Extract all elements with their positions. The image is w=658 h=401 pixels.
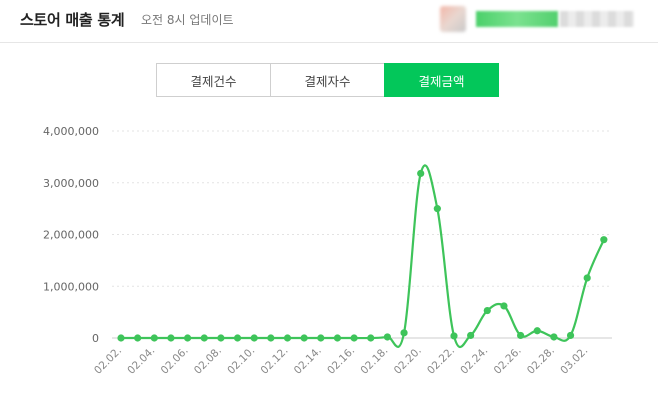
data-point[interactable] bbox=[167, 334, 175, 342]
chart-x-axis: 02.02. 02.04. 02.06. 02.08. 02.10. 02.12. 02.1… bbox=[92, 345, 590, 377]
data-point[interactable] bbox=[500, 302, 508, 310]
x-tick-label: 03.02. bbox=[558, 345, 590, 377]
x-tick-label: 02.20. bbox=[392, 345, 424, 377]
x-tick-label: 02.24. bbox=[458, 345, 490, 377]
x-tick-label: 02.26. bbox=[492, 345, 524, 377]
data-point[interactable] bbox=[450, 332, 458, 340]
tab-payment-amount[interactable]: 결제금액 bbox=[384, 63, 499, 97]
data-point[interactable] bbox=[200, 334, 208, 342]
data-point[interactable] bbox=[350, 334, 358, 342]
data-point[interactable] bbox=[433, 205, 441, 213]
x-tick-label: 02.02. bbox=[92, 345, 124, 377]
store-name-blurred[interactable] bbox=[476, 11, 558, 27]
tab-payment-count[interactable]: 결제건수 bbox=[156, 63, 271, 97]
x-tick-label: 02.10. bbox=[225, 345, 257, 377]
page-header: 스토어 매출 통계 오전 8시 업데이트 bbox=[0, 0, 658, 43]
data-point[interactable] bbox=[250, 334, 258, 342]
store-avatar[interactable] bbox=[440, 6, 466, 32]
data-point[interactable] bbox=[417, 169, 425, 178]
data-point[interactable] bbox=[233, 334, 242, 342]
data-point[interactable] bbox=[583, 274, 591, 282]
data-point[interactable] bbox=[483, 306, 491, 315]
tab-payer-count[interactable]: 결제자수 bbox=[270, 63, 385, 97]
chart-y-axis: 0 1,000,000 2,000,000 3,000,000 4,000,000 bbox=[43, 125, 99, 345]
update-time-text: 오전 8시 업데이트 bbox=[141, 13, 234, 27]
chart-gridlines bbox=[112, 130, 612, 339]
x-tick-label: 02.06. bbox=[159, 345, 191, 377]
data-point[interactable] bbox=[600, 236, 608, 244]
metric-tabs: 결제건수 결제자수 결제금액 bbox=[156, 63, 499, 97]
y-tick-label: 4,000,000 bbox=[43, 125, 99, 138]
data-point[interactable] bbox=[333, 334, 342, 342]
data-point[interactable] bbox=[367, 334, 375, 342]
x-tick-label: 02.12. bbox=[259, 345, 291, 377]
data-point[interactable] bbox=[217, 334, 225, 342]
data-point[interactable] bbox=[533, 327, 541, 335]
data-point[interactable] bbox=[150, 334, 158, 342]
x-tick-label: 02.14. bbox=[292, 345, 324, 377]
page-title: 스토어 매출 통계 bbox=[20, 11, 125, 29]
data-point[interactable] bbox=[467, 331, 475, 340]
x-tick-label: 02.16. bbox=[325, 345, 357, 377]
account-name-blurred[interactable] bbox=[560, 11, 634, 27]
data-point[interactable] bbox=[134, 334, 142, 342]
x-tick-label: 02.18. bbox=[358, 345, 390, 377]
y-tick-label: 3,000,000 bbox=[43, 177, 99, 190]
data-point[interactable] bbox=[283, 334, 292, 342]
data-point[interactable] bbox=[317, 334, 325, 342]
x-tick-label: 02.28. bbox=[525, 345, 557, 377]
y-tick-label: 2,000,000 bbox=[43, 229, 99, 242]
series-line bbox=[120, 164, 605, 349]
data-point[interactable] bbox=[117, 334, 125, 342]
y-tick-label: 1,000,000 bbox=[43, 280, 99, 293]
data-point[interactable] bbox=[566, 331, 575, 340]
series-points bbox=[117, 169, 608, 342]
data-point[interactable] bbox=[550, 333, 558, 341]
data-point[interactable] bbox=[400, 329, 408, 337]
data-point[interactable] bbox=[184, 334, 192, 342]
x-tick-label: 02.22. bbox=[425, 345, 457, 377]
data-point[interactable] bbox=[300, 334, 308, 342]
y-tick-label: 0 bbox=[92, 332, 99, 345]
data-point[interactable] bbox=[383, 333, 391, 341]
data-point[interactable] bbox=[517, 331, 525, 340]
data-point[interactable] bbox=[267, 334, 275, 342]
x-tick-label: 02.04. bbox=[125, 345, 157, 377]
x-tick-label: 02.08. bbox=[192, 345, 224, 377]
